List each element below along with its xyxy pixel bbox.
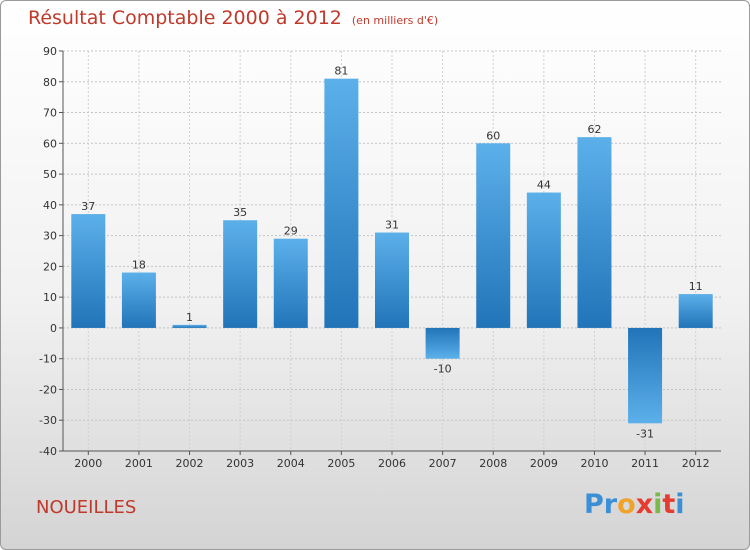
data-label-2009: 44 bbox=[537, 179, 551, 192]
y-tick-label: 30 bbox=[43, 230, 57, 243]
x-tick-label: 2008 bbox=[479, 457, 507, 470]
town-name: NOUEILLES bbox=[36, 497, 137, 518]
x-tick-label: 2001 bbox=[125, 457, 153, 470]
y-tick-label: -40 bbox=[39, 445, 57, 458]
data-label-2005: 81 bbox=[334, 65, 348, 78]
bar-2011 bbox=[628, 327, 663, 424]
x-tick-label: 2012 bbox=[682, 457, 710, 470]
x-tick-label: 2007 bbox=[429, 457, 457, 470]
bar-2010 bbox=[577, 137, 612, 328]
data-label-2011: -31 bbox=[636, 427, 654, 440]
x-tick-label: 2010 bbox=[580, 457, 608, 470]
bar-2009 bbox=[526, 192, 561, 328]
proxiti-logo: Proxiti bbox=[584, 489, 685, 520]
data-label-2008: 60 bbox=[486, 129, 500, 142]
bar-2000 bbox=[71, 214, 106, 328]
data-label-2001: 18 bbox=[132, 259, 146, 272]
bar-2012 bbox=[678, 294, 713, 328]
y-tick-label: 90 bbox=[43, 45, 57, 58]
logo-letter: o bbox=[617, 489, 636, 520]
logo-letter: P bbox=[584, 489, 604, 520]
bar-2007 bbox=[425, 327, 460, 359]
bar-2008 bbox=[476, 143, 511, 328]
y-tick-label: -20 bbox=[39, 383, 57, 396]
y-tick-label: 20 bbox=[43, 260, 57, 273]
data-label-2006: 31 bbox=[385, 219, 399, 232]
x-tick-label: 2002 bbox=[176, 457, 204, 470]
y-tick-label: -30 bbox=[39, 414, 57, 427]
x-tick-label: 2004 bbox=[277, 457, 305, 470]
data-label-2004: 29 bbox=[284, 225, 298, 238]
x-tick-label: 2009 bbox=[530, 457, 558, 470]
bar-2006 bbox=[375, 232, 409, 328]
data-label-2012: 11 bbox=[689, 280, 703, 293]
bar-2004 bbox=[273, 238, 308, 328]
logo-letter: i bbox=[675, 489, 685, 520]
bar-layer bbox=[71, 78, 713, 424]
chart-title: Résultat Comptable 2000 à 2012 (en millie… bbox=[28, 7, 438, 29]
label-layer: 9080706050403020100-10-20-30-40200037200… bbox=[39, 45, 710, 470]
data-label-2000: 37 bbox=[81, 200, 95, 213]
x-tick-label: 2011 bbox=[631, 457, 659, 470]
chart-subtitle: (en milliers d'€) bbox=[351, 14, 439, 27]
bar-2003 bbox=[223, 220, 258, 328]
y-tick-label: 40 bbox=[43, 199, 57, 212]
bar-2005 bbox=[324, 78, 359, 328]
x-tick-label: 2005 bbox=[327, 457, 355, 470]
x-tick-label: 2006 bbox=[378, 457, 406, 470]
logo-letter: x bbox=[635, 489, 654, 520]
y-tick-label: 60 bbox=[43, 137, 57, 150]
data-label-2010: 62 bbox=[587, 123, 601, 136]
y-tick-label: 0 bbox=[50, 322, 57, 335]
x-tick-label: 2003 bbox=[226, 457, 254, 470]
y-tick-label: 10 bbox=[43, 291, 57, 304]
chart-title-text: Résultat Comptable 2000 à 2012 bbox=[28, 7, 342, 29]
logo-letter: i bbox=[653, 489, 663, 520]
data-label-2007: -10 bbox=[434, 363, 452, 376]
bar-2002 bbox=[172, 324, 207, 328]
y-tick-label: 80 bbox=[43, 76, 57, 89]
y-tick-label: 70 bbox=[43, 107, 57, 120]
y-tick-label: 50 bbox=[43, 168, 57, 181]
y-tick-label: -10 bbox=[39, 353, 57, 366]
data-label-2002: 1 bbox=[186, 311, 193, 324]
logo-letter: t bbox=[662, 489, 676, 520]
bar-2001 bbox=[121, 272, 156, 328]
x-tick-label: 2000 bbox=[74, 457, 102, 470]
data-label-2003: 35 bbox=[233, 206, 247, 219]
logo-letter: r bbox=[603, 489, 618, 520]
